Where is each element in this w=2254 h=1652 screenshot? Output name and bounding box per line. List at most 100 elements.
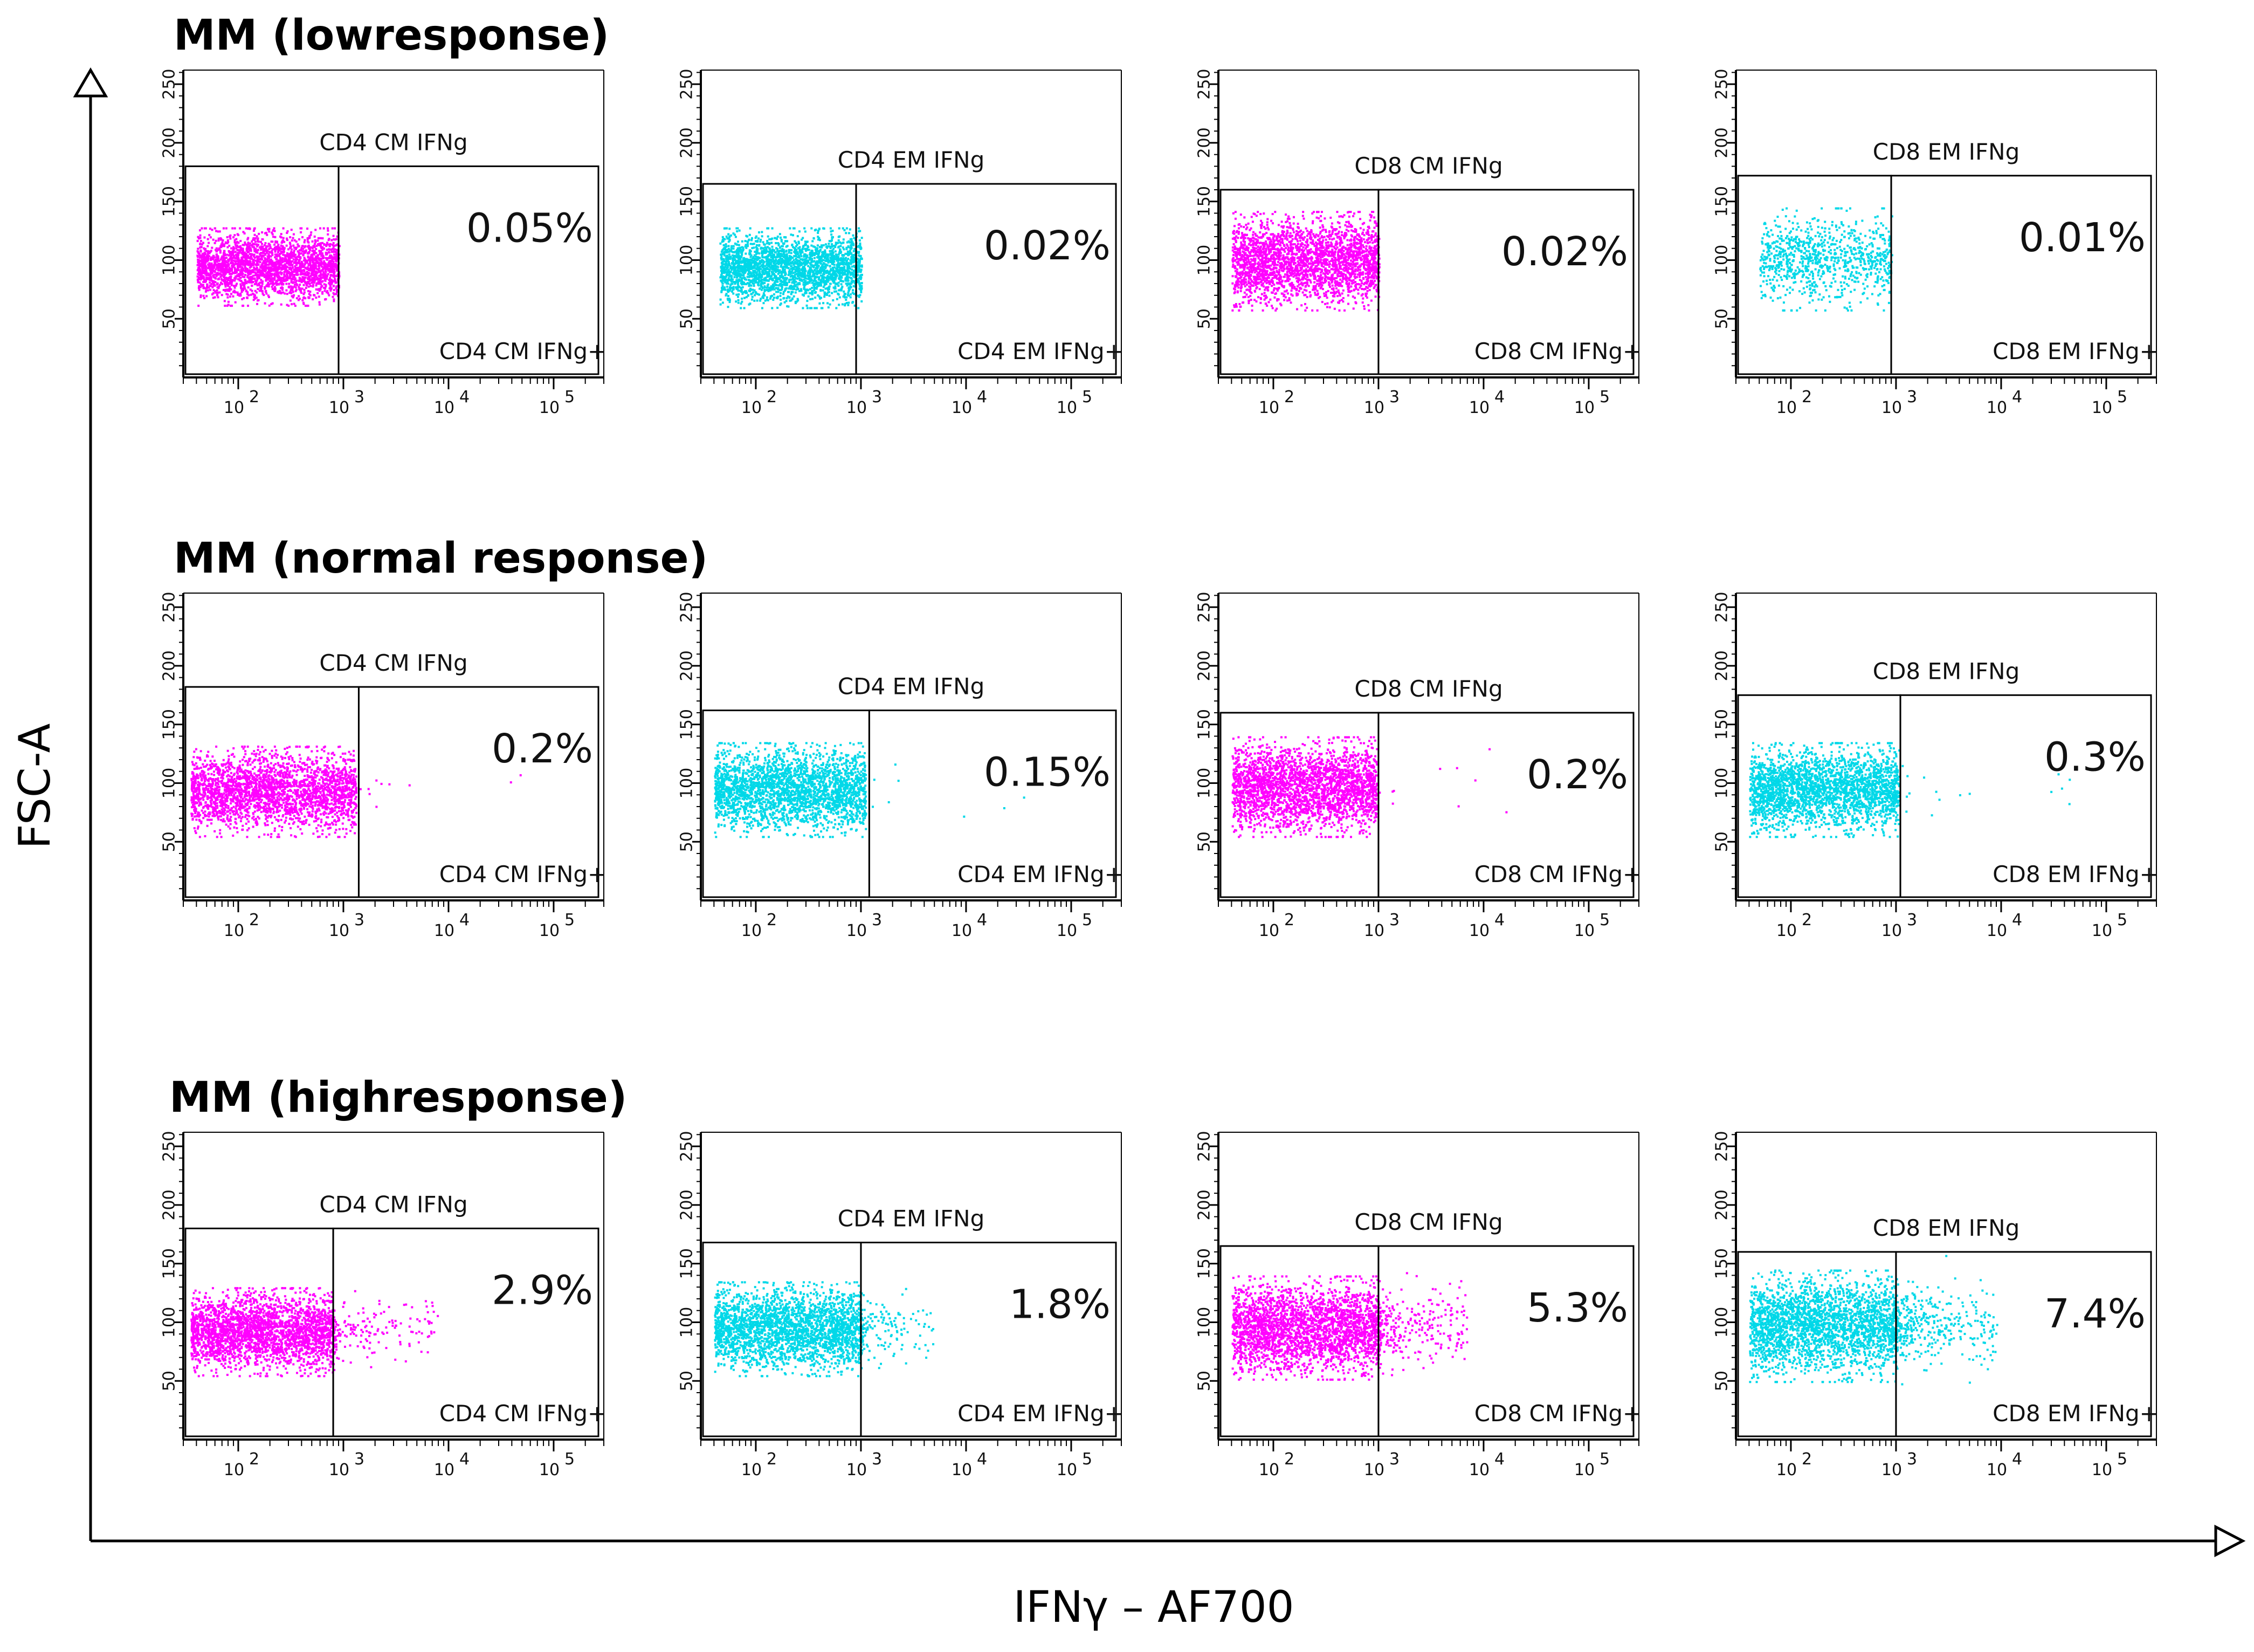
data-point [284, 254, 286, 256]
data-point [268, 305, 271, 307]
data-point [294, 279, 296, 281]
data-point [282, 237, 285, 239]
data-point [247, 280, 249, 283]
data-point [268, 230, 270, 232]
data-point [203, 295, 205, 297]
data-point [303, 280, 305, 282]
data-point [257, 274, 259, 277]
data-point [838, 304, 840, 306]
data-point [261, 283, 264, 285]
data-point [217, 263, 219, 265]
data-point [319, 264, 321, 266]
data-point [239, 277, 242, 279]
data-point [322, 273, 325, 276]
data-point [257, 258, 259, 260]
data-point [303, 276, 305, 278]
data-point [229, 237, 231, 239]
data-point [300, 273, 302, 276]
data-point [228, 250, 230, 252]
data-point [263, 254, 265, 257]
data-point [254, 241, 257, 243]
data-point [230, 262, 232, 264]
data-point [235, 291, 237, 293]
data-point [299, 284, 301, 286]
data-point [274, 261, 276, 264]
data-point [335, 265, 337, 267]
data-point [264, 286, 266, 288]
data-point [333, 246, 335, 248]
data-point [213, 285, 216, 287]
data-point [203, 265, 205, 267]
data-point [306, 284, 308, 286]
data-point [258, 277, 260, 279]
data-point [291, 264, 293, 266]
percent-label: 0.05% [466, 205, 593, 251]
data-point [243, 244, 245, 246]
data-point [829, 294, 831, 297]
data-point [305, 305, 307, 307]
data-point [323, 228, 325, 230]
data-point [310, 231, 312, 233]
data-point [215, 240, 217, 242]
data-point [289, 242, 291, 244]
data-point [303, 284, 305, 286]
data-point [209, 228, 211, 230]
data-point [259, 281, 261, 284]
data-point [242, 288, 244, 290]
data-point [264, 248, 266, 250]
data-point [293, 276, 295, 278]
data-point [221, 242, 223, 244]
data-point [218, 238, 220, 240]
data-point [252, 278, 254, 280]
data-point [203, 258, 205, 260]
data-point [223, 289, 225, 291]
data-point [225, 277, 227, 279]
data-point [231, 228, 233, 230]
data-point [217, 292, 219, 294]
data-point [203, 279, 205, 281]
scatter-points [196, 228, 340, 307]
data-point [274, 256, 276, 258]
data-point [839, 296, 841, 298]
data-point [260, 286, 262, 288]
data-point [217, 249, 219, 251]
data-point [205, 258, 207, 260]
data-point [315, 245, 318, 247]
data-point [243, 260, 245, 263]
data-point [228, 301, 230, 303]
data-point [232, 252, 234, 254]
data-point [295, 288, 298, 291]
data-point [204, 287, 206, 290]
data-point [281, 284, 284, 286]
data-point [289, 300, 292, 302]
data-point [318, 237, 320, 239]
data-point [306, 228, 308, 230]
y-tick-label: 250 [160, 68, 179, 99]
data-point [287, 230, 289, 232]
data-point [283, 251, 285, 253]
data-point [280, 304, 282, 306]
data-point [267, 264, 269, 266]
data-point [214, 228, 216, 230]
data-point [312, 269, 314, 271]
data-point [333, 289, 335, 291]
data-point [272, 229, 274, 231]
data-point [265, 291, 267, 293]
data-point [239, 279, 241, 281]
data-point [272, 233, 274, 236]
data-point [314, 279, 316, 281]
data-point [291, 273, 293, 275]
data-point [207, 272, 209, 274]
data-point [271, 250, 273, 252]
data-point [317, 271, 319, 273]
data-point [320, 258, 322, 260]
data-point [335, 281, 337, 284]
data-point [199, 246, 201, 249]
data-point [288, 286, 290, 288]
y-tick-label: 100 [678, 245, 697, 276]
data-point [278, 249, 280, 251]
data-point [309, 294, 312, 297]
data-point [271, 270, 273, 272]
data-point [311, 250, 313, 252]
data-point [811, 298, 814, 300]
